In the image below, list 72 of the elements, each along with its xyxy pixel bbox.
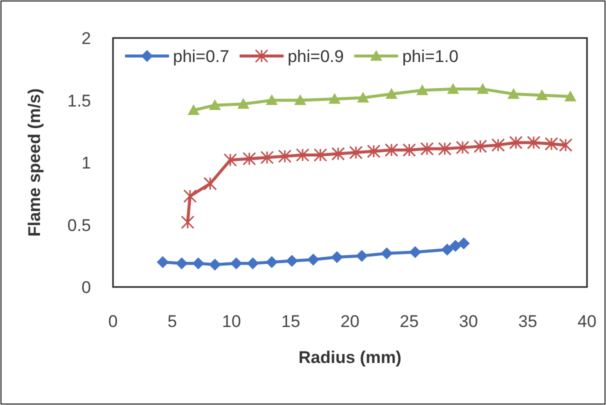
point [544,137,558,151]
point [357,92,370,103]
point [458,237,470,250]
y-tick-label: 0 [82,278,91,297]
point [474,140,488,154]
point [356,250,368,262]
point [526,136,540,150]
point [536,89,548,100]
point [294,94,306,106]
point [420,142,434,156]
point [402,143,416,157]
x-tick-label: 20 [340,312,360,331]
point [385,88,398,99]
legend-label: phi=1.0 [402,47,458,66]
point [260,150,274,164]
point [380,247,393,260]
legend-label: phi=0.9 [288,47,344,66]
point [203,176,217,190]
point [242,152,256,166]
point [558,138,572,152]
x-tick-label: 30 [459,312,478,331]
point [188,104,200,116]
y-axis-title: Flame speed (m/s) [25,88,44,237]
point [416,84,428,96]
point [266,256,278,268]
point [509,136,523,150]
x-axis-title: Radius (mm) [298,348,402,367]
point [246,257,259,270]
point [224,153,238,167]
point [508,88,520,99]
point [476,83,489,94]
x-tick-label: 40 [578,312,596,331]
point [409,246,422,258]
x-tick-label: 25 [400,312,419,331]
y-tick-label: 0.5 [67,216,91,235]
point [237,98,250,109]
point [208,258,221,271]
point [278,150,292,164]
point [286,254,298,267]
x-tick-label: 5 [168,312,177,331]
point [447,83,460,94]
point [564,90,576,102]
x-tick-label: 10 [222,312,241,331]
point [307,254,320,266]
point [491,138,505,152]
point [328,93,341,104]
x-tick-label: 35 [518,312,538,331]
point [156,256,169,268]
point [330,251,343,264]
point [266,94,278,106]
point [366,144,380,158]
point [441,244,454,256]
x-tick-label: 15 [281,312,300,331]
point [438,142,452,156]
y-tick-label: 1 [82,154,91,172]
point [192,257,204,270]
point [331,147,345,161]
point [456,140,470,154]
point [296,148,310,162]
point [176,257,188,270]
point [230,257,242,270]
point [314,148,328,162]
point [180,216,194,230]
y-tick-label: 1.5 [67,91,91,110]
point [208,99,221,110]
legend-label: phi=0.7 [173,47,230,66]
x-tick-label: 0 [108,312,118,331]
point [349,146,363,160]
point [384,143,398,157]
point [449,240,462,252]
point [183,189,197,203]
y-tick-label: 2 [82,29,91,48]
